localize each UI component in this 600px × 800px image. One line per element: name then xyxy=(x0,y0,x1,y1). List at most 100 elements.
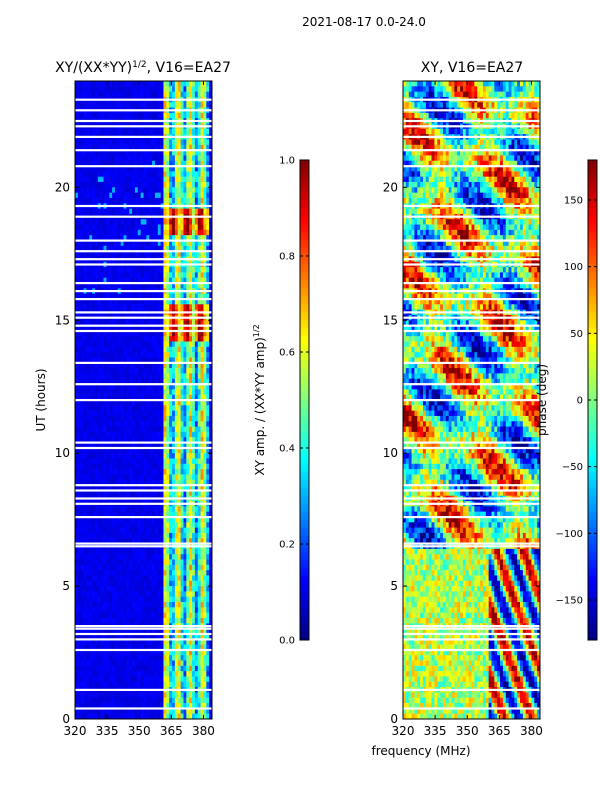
heat-cell xyxy=(149,378,153,385)
heat-cell xyxy=(126,458,130,465)
heat-cell xyxy=(169,192,173,199)
heat-cell xyxy=(203,522,207,528)
heat-cell xyxy=(86,373,90,380)
heat-cell xyxy=(117,575,122,582)
heat-cell xyxy=(160,405,164,412)
heat-cell xyxy=(206,373,210,380)
heat-cell xyxy=(169,570,173,576)
heat-cell xyxy=(174,602,179,608)
heat-cell xyxy=(114,368,119,374)
heat-cell xyxy=(132,532,136,539)
heat-cell xyxy=(146,166,150,172)
heat-cell xyxy=(94,511,99,518)
heat-cell xyxy=(134,176,139,183)
heat-cell xyxy=(209,251,213,257)
heat-cell xyxy=(137,362,142,369)
heat-cell xyxy=(146,394,150,401)
heat-cell xyxy=(160,474,164,481)
heat-cell xyxy=(194,474,199,481)
heat-cell xyxy=(189,144,193,151)
heat-cell xyxy=(132,128,136,135)
heat-cell xyxy=(200,277,204,284)
heat-cell xyxy=(114,144,119,151)
heat-cell xyxy=(203,575,207,582)
heat-cell xyxy=(172,330,176,337)
heat-cell xyxy=(106,426,110,433)
heat-cell xyxy=(106,527,110,534)
heat-cell xyxy=(169,330,173,337)
heat-cell xyxy=(209,506,213,513)
heat-cell xyxy=(77,612,82,619)
heat-cell xyxy=(77,251,82,257)
heat-cell xyxy=(75,368,79,374)
heat-cell xyxy=(169,368,173,374)
heat-cell xyxy=(206,575,210,582)
heat-cell xyxy=(114,224,119,231)
heat-cell xyxy=(106,160,110,167)
heat-cell xyxy=(163,171,167,178)
heat-cell xyxy=(194,394,199,401)
heat-cell xyxy=(192,219,196,225)
heat-cell xyxy=(174,559,179,566)
heat-cell xyxy=(146,325,150,332)
heat-cell xyxy=(146,415,150,422)
heat-cell xyxy=(112,150,116,156)
heat-cell xyxy=(197,155,201,162)
heat-cell xyxy=(206,245,210,252)
heat-cell xyxy=(174,591,179,598)
heat-cell xyxy=(192,575,196,582)
heat-cell xyxy=(103,612,107,619)
heat-cell xyxy=(194,570,199,576)
heat-cell xyxy=(209,559,213,566)
heat-cell xyxy=(183,522,187,528)
heat-cell xyxy=(154,160,159,167)
heat-cell xyxy=(80,283,84,289)
heat-cell xyxy=(114,538,119,544)
heat-cell xyxy=(157,245,162,252)
heat-cell xyxy=(100,155,104,162)
heat-cell xyxy=(169,235,173,241)
heat-cell xyxy=(177,447,181,454)
heat-cell xyxy=(77,208,82,215)
heat-cell xyxy=(132,474,136,481)
heat-cell xyxy=(177,368,181,374)
heat-cell xyxy=(80,591,84,598)
heat-cell xyxy=(163,554,167,560)
heat-cell xyxy=(112,91,116,98)
heat-cell xyxy=(180,607,184,614)
heat-cell xyxy=(189,394,193,401)
heat-cell xyxy=(94,410,99,417)
heat-cell xyxy=(100,378,104,385)
heat-cell xyxy=(194,128,199,135)
heat-cell xyxy=(209,368,213,374)
heat-cell xyxy=(163,458,167,465)
heat-cell xyxy=(169,400,173,406)
heat-cell xyxy=(117,431,122,438)
heat-cell xyxy=(160,421,164,427)
heat-cell xyxy=(140,575,144,582)
heat-cell xyxy=(197,208,201,215)
heat-cell xyxy=(75,362,79,369)
heat-cell xyxy=(123,357,127,364)
heat-cell xyxy=(75,155,79,162)
heat-cell xyxy=(146,112,150,119)
heat-cell xyxy=(197,224,201,231)
heat-cell xyxy=(123,410,127,417)
heat-cell xyxy=(89,575,93,582)
heat-cell xyxy=(194,405,199,412)
heat-cell xyxy=(126,532,130,539)
heat-cell xyxy=(140,586,144,592)
heat-cell xyxy=(117,596,122,603)
heat-cell xyxy=(106,325,110,332)
heat-cell xyxy=(154,139,159,146)
heat-cell xyxy=(174,400,179,406)
heat-cell xyxy=(209,415,213,422)
heat-cell xyxy=(169,102,173,108)
heat-cell xyxy=(92,320,96,326)
heat-cell xyxy=(132,166,136,172)
heat-cell xyxy=(200,341,204,348)
heat-cell xyxy=(120,511,124,518)
heat-cell xyxy=(137,155,142,162)
heat-cell xyxy=(77,479,82,486)
heat-cell xyxy=(172,426,176,433)
